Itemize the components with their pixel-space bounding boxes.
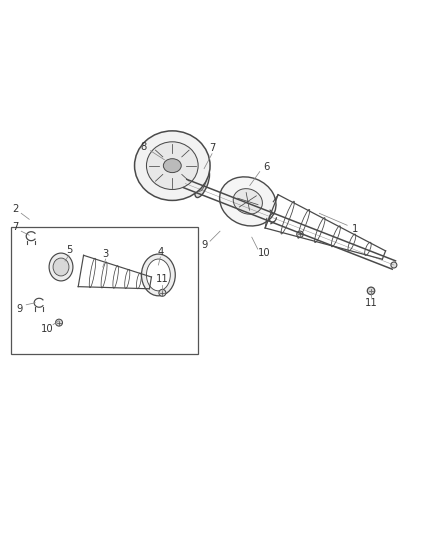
Ellipse shape [141,254,175,296]
Text: 10: 10 [258,248,270,258]
Ellipse shape [146,142,198,190]
Text: 11: 11 [156,274,169,284]
Ellipse shape [297,231,303,238]
Text: 7: 7 [209,143,215,153]
Text: 9: 9 [201,240,207,250]
Text: 8: 8 [140,142,147,152]
Text: 9: 9 [16,304,22,314]
Text: 1: 1 [352,224,358,234]
Ellipse shape [391,262,397,268]
Text: 10: 10 [41,324,53,334]
Ellipse shape [219,177,276,226]
Ellipse shape [194,169,209,198]
Text: 4: 4 [157,247,163,257]
Text: 5: 5 [66,245,72,255]
Ellipse shape [146,259,170,291]
Text: 11: 11 [365,298,378,308]
Ellipse shape [367,287,375,295]
Ellipse shape [53,258,69,276]
Text: 6: 6 [264,161,270,172]
Ellipse shape [233,189,262,214]
Ellipse shape [198,176,206,191]
Ellipse shape [134,131,210,200]
Ellipse shape [56,319,63,326]
Text: 3: 3 [102,249,109,259]
Text: 7: 7 [12,222,18,232]
Ellipse shape [163,159,181,173]
Ellipse shape [159,289,166,296]
Text: 2: 2 [12,204,18,214]
Ellipse shape [49,253,73,281]
